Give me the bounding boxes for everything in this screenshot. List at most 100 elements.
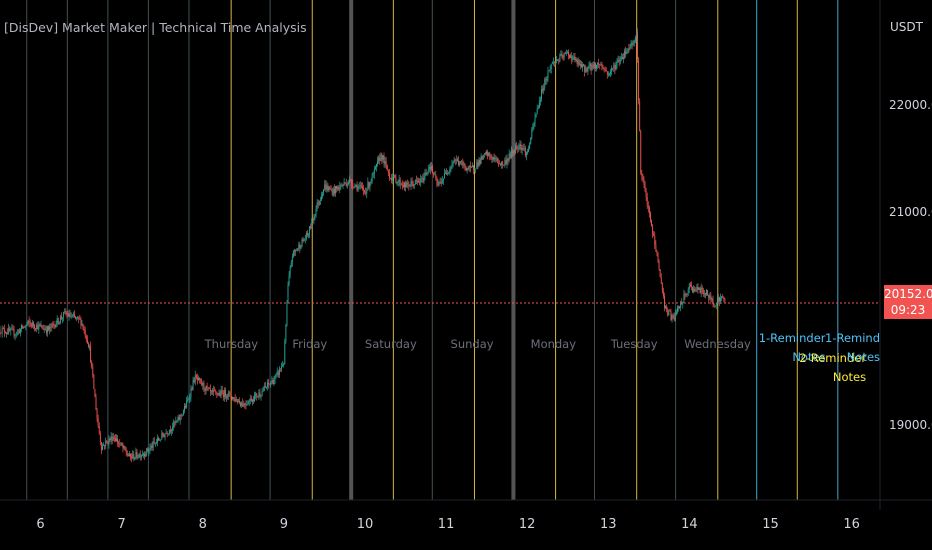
candle-body	[121, 442, 123, 446]
candle-body	[487, 151, 489, 156]
candle-body	[458, 160, 459, 165]
candle-body	[406, 182, 408, 188]
candle-body	[465, 167, 467, 171]
candle-body	[235, 398, 237, 402]
y-tick-label: 22000.0	[889, 98, 932, 113]
candle-body	[49, 326, 51, 330]
candle-body	[174, 421, 176, 424]
candle-body	[152, 441, 154, 448]
candle-body	[207, 388, 209, 389]
candle-body	[162, 433, 164, 436]
candle-body	[191, 388, 193, 390]
candle-body	[249, 398, 251, 401]
candle-body	[319, 199, 321, 201]
candle-body	[722, 296, 724, 298]
candle-body	[189, 397, 191, 399]
candle-body	[424, 172, 426, 177]
candle-body	[22, 325, 24, 329]
candle-body	[687, 289, 689, 295]
candle-body	[626, 52, 628, 54]
candle-body	[107, 441, 109, 444]
candle-body	[713, 303, 715, 307]
candle-body	[208, 388, 210, 390]
candle-body	[616, 61, 618, 65]
candle-body	[683, 294, 685, 302]
candle-body	[306, 232, 308, 236]
candle-body	[324, 184, 326, 190]
candle-body	[190, 388, 192, 398]
candle-body	[578, 60, 580, 66]
candle-body	[594, 63, 596, 69]
candle-body	[555, 61, 556, 63]
candle-body	[699, 288, 701, 294]
candle-body	[340, 185, 342, 187]
reminder-note: 1-Remind Notes	[825, 329, 880, 367]
candle-body	[559, 54, 561, 62]
candle-body	[213, 390, 215, 392]
candle-body	[417, 181, 418, 182]
reminder-note-title: 1-Reminder	[758, 331, 826, 345]
x-tick-label: 12	[518, 517, 536, 532]
candle-body	[50, 326, 52, 328]
candle-body	[346, 184, 348, 186]
candle-body	[76, 317, 78, 319]
candle-body	[352, 183, 354, 187]
reminder-note-title: 1-Remind	[825, 331, 881, 345]
candle-body	[304, 238, 306, 240]
candle-body	[380, 154, 382, 162]
candle-body	[590, 63, 592, 71]
candle-body	[637, 32, 638, 60]
candle-body	[24, 326, 26, 328]
candle-body	[494, 158, 496, 160]
candle-body	[7, 332, 9, 334]
candle-body	[643, 180, 645, 185]
candle-body	[724, 299, 726, 301]
candle-body	[577, 60, 579, 65]
candle-body	[69, 313, 71, 317]
candle-body	[31, 322, 33, 327]
candle-body	[330, 189, 332, 191]
candle-body	[542, 89, 544, 91]
candle-body	[184, 406, 185, 411]
x-tick-label: 14	[681, 517, 698, 532]
candle-body	[604, 69, 606, 71]
candle-body	[275, 373, 277, 377]
candle-body	[328, 187, 330, 191]
candle-body	[302, 239, 304, 241]
candle-body	[423, 176, 425, 182]
candle-body	[243, 403, 245, 407]
candle-body	[516, 146, 518, 149]
candle-body	[655, 244, 657, 252]
candle-body	[222, 392, 224, 398]
candle-body	[29, 322, 31, 324]
candle-body	[449, 168, 451, 172]
candle-body	[632, 43, 634, 45]
candle-body	[72, 314, 74, 316]
candle-body	[20, 329, 21, 334]
weekday-label: Tuesday	[610, 337, 658, 351]
candle-body	[178, 417, 180, 421]
candle-body	[614, 65, 616, 70]
candle-body	[145, 454, 147, 457]
candle-body	[226, 396, 227, 398]
candles	[0, 27, 726, 463]
candle-body	[396, 182, 398, 184]
candle-body	[139, 453, 141, 458]
candle-body	[297, 248, 299, 251]
candle-body	[603, 68, 605, 70]
candle-body	[40, 325, 42, 327]
candle-body	[395, 177, 397, 184]
candle-body	[370, 181, 372, 183]
candle-body	[426, 172, 428, 175]
candle-body	[280, 368, 281, 370]
candle-body	[703, 293, 705, 295]
candle-body	[674, 313, 676, 321]
candle-body	[100, 441, 102, 451]
x-tick-label: 7	[117, 517, 126, 532]
candle-body	[277, 371, 279, 375]
candle-body	[685, 293, 687, 296]
candle-body	[341, 185, 343, 187]
candle-body	[56, 318, 58, 325]
candle-body	[624, 50, 626, 58]
